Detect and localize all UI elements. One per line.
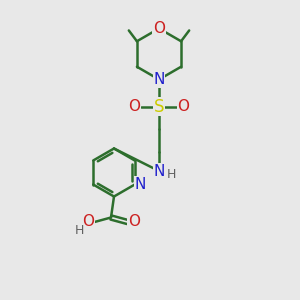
Text: O: O — [153, 21, 165, 36]
Text: O: O — [128, 214, 140, 230]
Text: O: O — [128, 99, 140, 114]
Text: N: N — [153, 164, 165, 178]
Text: S: S — [154, 98, 164, 116]
Text: H: H — [167, 167, 176, 181]
Text: H: H — [75, 224, 84, 238]
Text: O: O — [82, 214, 94, 230]
Text: O: O — [178, 99, 190, 114]
Text: N: N — [153, 72, 165, 87]
Text: N: N — [134, 177, 146, 192]
